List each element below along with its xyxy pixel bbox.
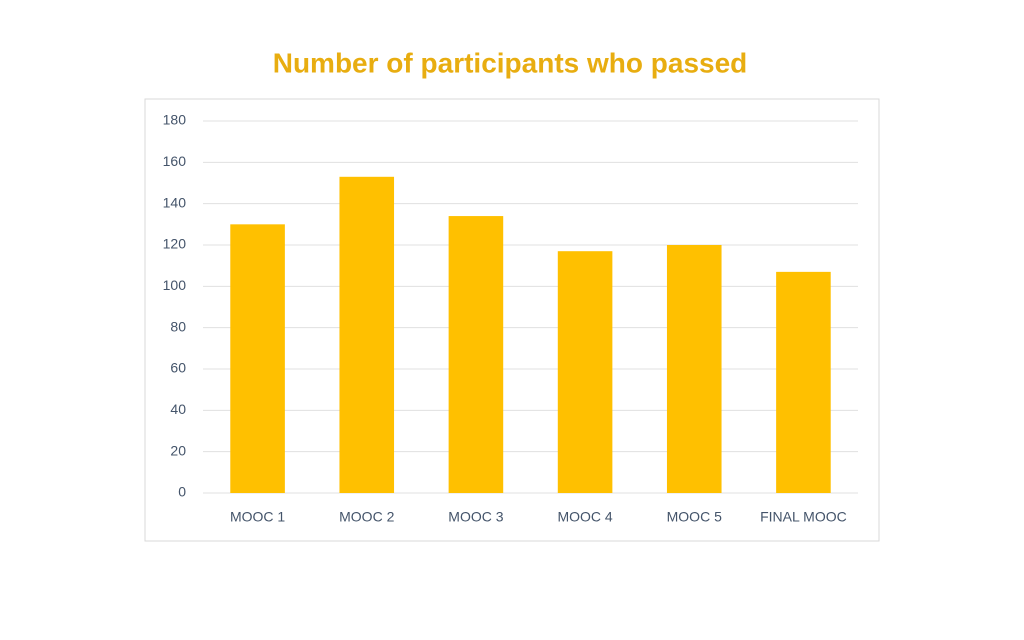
y-tick-label: 140 <box>163 194 187 210</box>
y-tick-label: 0 <box>178 484 186 500</box>
chart-title: Number of participants who passed <box>273 47 748 78</box>
y-tick-label: 40 <box>170 401 186 417</box>
y-tick-label: 120 <box>163 236 187 252</box>
bar <box>448 216 504 494</box>
x-tick-label: MOOC 2 <box>339 509 394 525</box>
bar <box>666 245 722 493</box>
x-tick-label: FINAL MOOC <box>760 509 847 525</box>
x-tick-label: MOOC 3 <box>448 509 503 525</box>
bar <box>776 271 831 493</box>
bar <box>230 224 285 494</box>
x-tick-label: MOOC 5 <box>667 509 722 525</box>
y-tick-label: 20 <box>170 442 186 458</box>
bar <box>557 251 613 493</box>
x-tick-label: MOOC 1 <box>230 509 285 525</box>
y-tick-label: 180 <box>163 112 187 128</box>
x-tick-label: MOOC 4 <box>557 509 612 525</box>
y-tick-label: 160 <box>163 153 187 169</box>
y-tick-label: 100 <box>163 277 187 293</box>
bar <box>339 176 395 494</box>
y-tick-label: 60 <box>170 360 186 376</box>
y-tick-label: 80 <box>170 318 186 334</box>
